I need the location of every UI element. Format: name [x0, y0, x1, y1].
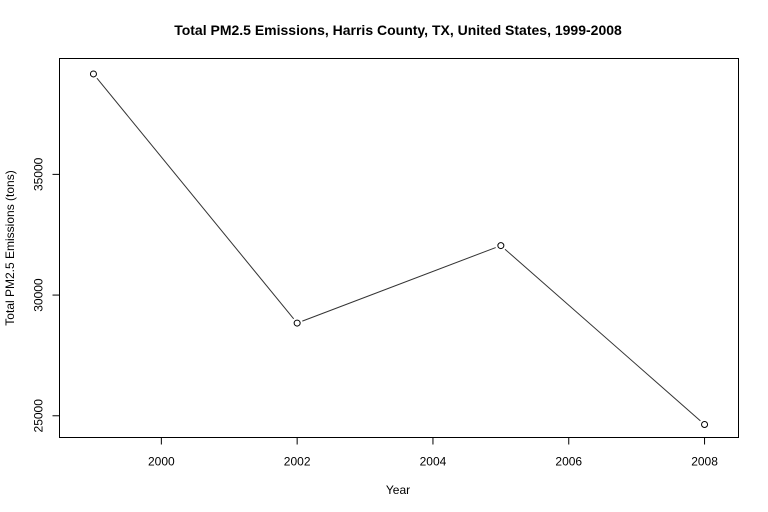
data-point [497, 242, 505, 250]
y-tick-label: 35000 [32, 157, 46, 191]
x-tick-label: 2000 [148, 455, 175, 469]
data-point [89, 70, 97, 78]
y-axis-title: Total PM2.5 Emissions (tons) [3, 170, 17, 325]
x-axis-title: Year [386, 483, 410, 497]
plot-frame [59, 58, 739, 438]
series-group [89, 70, 709, 428]
x-tick-label: 2008 [691, 455, 718, 469]
x-tick-label: 2006 [555, 455, 582, 469]
x-tick-label: 2004 [420, 455, 447, 469]
y-tick-label: 30000 [32, 278, 46, 312]
series-line-segment [302, 247, 496, 322]
series-line-segment [504, 248, 701, 422]
data-point [701, 420, 709, 428]
series-line-segment [96, 77, 295, 320]
y-tick-label: 25000 [32, 399, 46, 433]
x-tick-label: 2002 [284, 455, 311, 469]
x-axis: 2000 2002 2004 2006 2008 [148, 437, 718, 469]
data-point [293, 319, 301, 327]
y-axis: 25000 30000 35000 [32, 157, 60, 432]
chart-title: Total PM2.5 Emissions, Harris County, TX… [174, 22, 622, 38]
